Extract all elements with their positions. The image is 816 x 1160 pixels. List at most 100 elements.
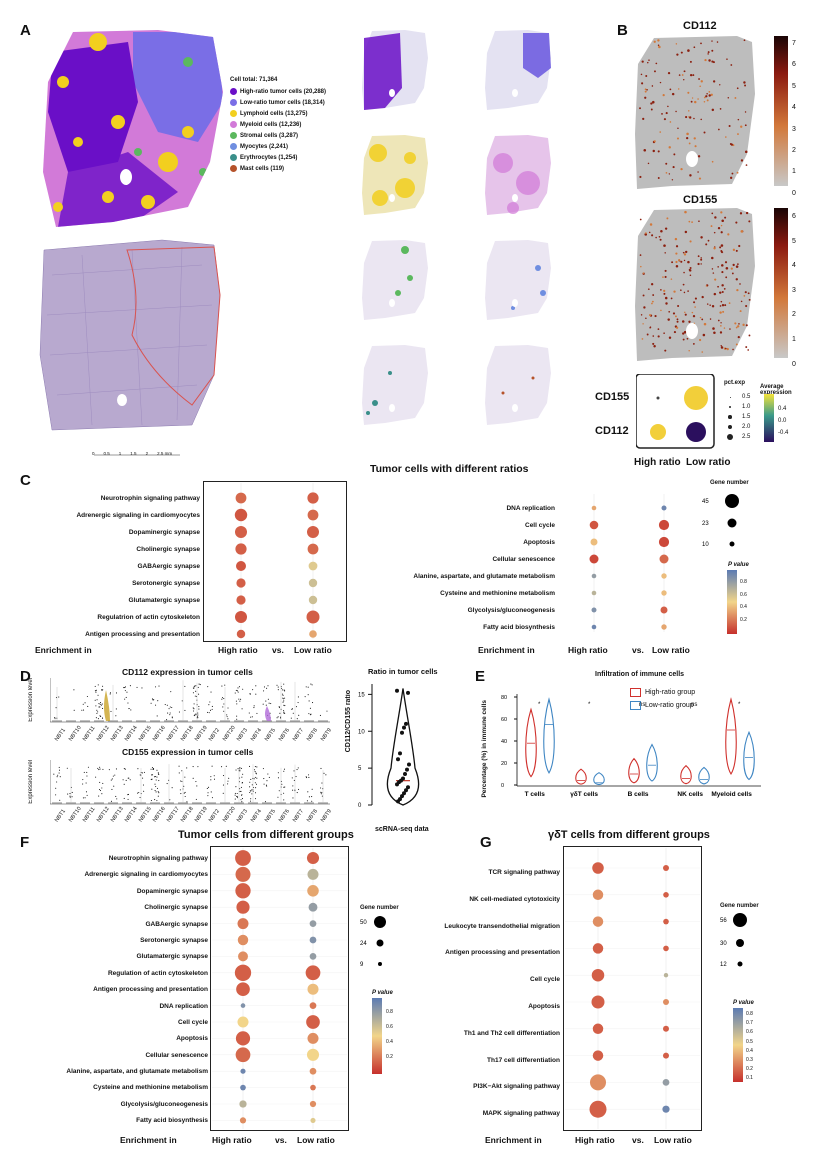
cell-point [207, 686, 209, 688]
pvalue-tick: 0.7 [746, 1020, 753, 1027]
expression-spot [691, 97, 694, 99]
cell-point [253, 769, 256, 771]
cell-point [296, 718, 298, 720]
cell-point [210, 779, 212, 781]
e-category-label: γδT cells [570, 791, 598, 798]
enrichment-dot [234, 508, 248, 522]
cell-point [256, 777, 258, 779]
expression-spot [730, 176, 733, 179]
cell-point [96, 699, 98, 701]
sample-label: NBT17 [166, 805, 181, 824]
g-low-dot [663, 1052, 669, 1059]
cell-point [254, 792, 257, 794]
cell-point [242, 688, 244, 690]
expression-spot [675, 110, 677, 113]
expression-spot [737, 133, 739, 135]
expression-spot [641, 60, 644, 63]
e-ylabel: Percentage (%) in immune cells [481, 700, 488, 798]
violin-nbt6 [265, 706, 271, 721]
d-ratio-ylabel: CD112/CD155 ratio [345, 690, 352, 753]
expression-spot [689, 174, 692, 177]
c-right-enrich: Enrichment in [478, 645, 535, 655]
cell-point [195, 690, 197, 692]
expression-spot [658, 235, 661, 238]
expression-spot [697, 171, 699, 173]
cell-point [158, 685, 160, 687]
cell-point [283, 710, 285, 712]
pathway-term: Th17 cell differentiation [487, 1056, 560, 1064]
pvalue-tick: 0.6 [386, 1024, 393, 1030]
expression-spot [688, 116, 692, 119]
cell-point [184, 791, 186, 794]
expression-spot [721, 304, 725, 307]
pct-size-dot [728, 405, 732, 409]
cell-point [265, 700, 267, 702]
expression-spot [652, 100, 655, 104]
expression-spot [680, 167, 683, 171]
pct-legend-item: 1.0 [724, 402, 750, 412]
pathway-term: PI3K−Akt signaling pathway [473, 1083, 560, 1091]
c-pvalue-colorbar [727, 570, 737, 634]
dotplot-col-high: High ratio [634, 457, 681, 468]
cell-point [283, 792, 285, 794]
pct-value: 0.5 [742, 394, 751, 400]
expression-spot [717, 319, 720, 322]
expression-spot [676, 318, 679, 321]
expression-spot [747, 292, 750, 295]
expression-spot [709, 318, 712, 320]
cell-point [222, 706, 224, 708]
c-left-low: Low ratio [294, 645, 332, 655]
expression-spot [711, 108, 715, 112]
scalebar-labels: 0 0.5 1 1.5 2 2.5 mm [92, 451, 172, 456]
expression-spot [735, 343, 738, 346]
f-high-dot [239, 1100, 247, 1108]
cell-point [116, 798, 118, 800]
cell-point [126, 691, 128, 693]
expression-spot [697, 155, 701, 158]
cell-point [254, 776, 256, 778]
expression-spot [683, 70, 686, 73]
cell-point [263, 686, 266, 688]
cell-point [319, 714, 321, 717]
expression-spot [684, 230, 688, 234]
dot-cd155-high [656, 396, 660, 400]
g-low: Low ratio [654, 1135, 692, 1145]
cell-point [129, 779, 131, 781]
expression-spot [665, 302, 668, 305]
expression-spot [730, 267, 733, 270]
cell-point [194, 685, 196, 687]
f-low-dot [306, 851, 320, 865]
pathway-term: Alanine, aspartate, and glutamate metabo… [66, 1068, 208, 1076]
expression-spot [712, 327, 715, 330]
legend-item: Low-ratio tumor cells (18,314) [230, 97, 326, 108]
legend-label: Mast cells (119) [240, 165, 285, 172]
cell-point [293, 770, 295, 772]
cell-point [82, 709, 85, 711]
cell-point [158, 792, 160, 794]
cell-point [307, 686, 309, 688]
cell-point [308, 796, 310, 798]
cell-point [129, 685, 131, 687]
cell-point [171, 716, 173, 718]
cell-point [282, 694, 284, 696]
pathway-term: Cysteine and methionine metabolism [440, 590, 555, 597]
cell-point [211, 705, 213, 708]
cell-point [221, 697, 224, 699]
expression-spot [719, 311, 722, 314]
expression-spot [706, 93, 708, 95]
g-title: γδT cells from different groups [548, 829, 710, 841]
expression-spot [739, 283, 741, 285]
avg-exp-ticks: 0.4 0.0 -0.4 [778, 403, 788, 439]
cell-point [127, 793, 130, 796]
cell-point [240, 786, 242, 788]
cell-point [226, 714, 228, 716]
expression-spot [688, 142, 691, 145]
celltype-legend: Cell total: 71,364 High-ratio tumor cell… [230, 77, 326, 174]
pathway-term: Leukocyte transendothelial migration [444, 922, 560, 930]
expression-spot [732, 348, 734, 351]
expression-spot [720, 224, 723, 227]
expression-spot [689, 267, 692, 270]
enrichment-dot [589, 520, 599, 530]
cell-point [221, 766, 223, 768]
cell-point [239, 700, 241, 702]
